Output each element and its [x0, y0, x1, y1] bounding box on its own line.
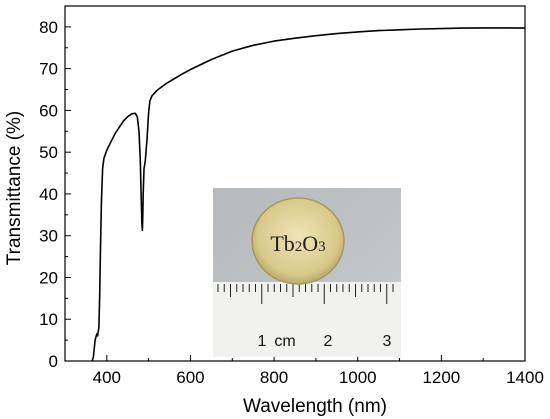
axes — [64, 5, 526, 362]
disk-label: Tb2O3 — [270, 231, 325, 256]
y-axis-title: Transmittance (%) — [4, 111, 25, 266]
x-tick-label: 400 — [93, 368, 121, 387]
ruler-label-1: 1 — [258, 333, 267, 350]
y-tick-label: 10 — [39, 310, 58, 329]
inset-photo: 1 cm 2 3 Tb2O3 — [213, 188, 401, 357]
y-tick-label: 30 — [39, 227, 58, 246]
y-tick-label: 60 — [39, 101, 58, 120]
ruler-label-cm: cm — [274, 333, 295, 350]
x-tick-label: 1200 — [422, 368, 460, 387]
ticks: 400 600 800 1000 1200 1400 0 10 20 30 40 50 60 70 80 — [39, 18, 544, 387]
x-axis-title: Wavelength (nm) — [243, 396, 387, 417]
series — [91, 27, 526, 362]
ruler-ticks — [217, 284, 394, 304]
ruler-label-2: 2 — [324, 333, 333, 350]
ruler-label-3: 3 — [383, 333, 392, 350]
plot-frame — [64, 5, 526, 362]
ruler-body — [213, 282, 401, 357]
x-tick-label: 800 — [260, 368, 288, 387]
y-tick-label: 70 — [39, 60, 58, 79]
y-tick-label: 20 — [39, 268, 58, 287]
y-tick-label: 50 — [39, 143, 58, 162]
y-tick-label: 0 — [49, 352, 58, 371]
x-tick-label: 1400 — [506, 368, 544, 387]
y-tick-label: 40 — [39, 185, 58, 204]
y-tick-label: 80 — [39, 18, 58, 37]
ceramic-disk — [251, 197, 345, 285]
transmittance-curve — [91, 27, 526, 362]
x-tick-label: 1000 — [339, 368, 377, 387]
x-tick-label: 600 — [176, 368, 204, 387]
